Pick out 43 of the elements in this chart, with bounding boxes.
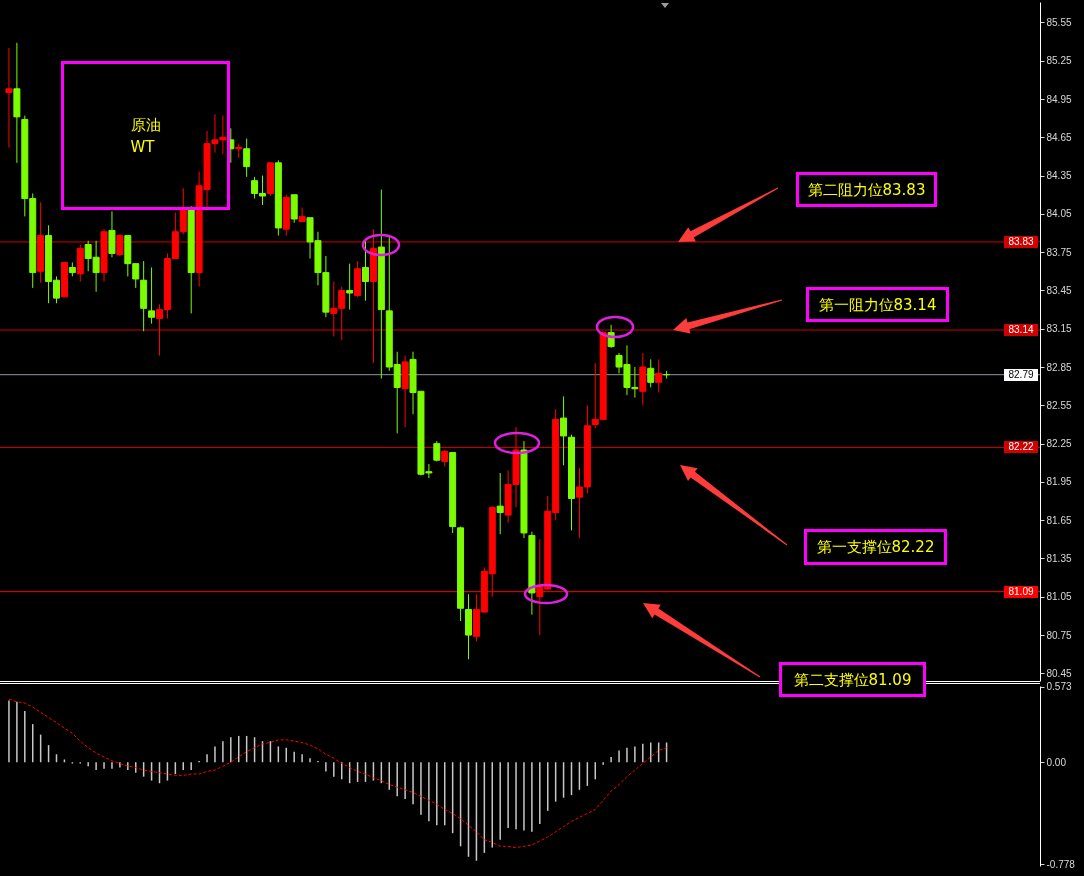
y-tick-label: -0.778 <box>1046 858 1076 870</box>
annotation: 原油 WT <box>61 61 230 210</box>
candlestick <box>560 395 568 466</box>
annotation: 第二阻力位83.83 <box>796 172 937 207</box>
y-tick-label: 0.00 <box>1046 756 1067 768</box>
y-tick-label: 81.05 <box>1046 591 1072 603</box>
y-tick-label: 84.05 <box>1046 208 1072 220</box>
candlestick <box>496 472 504 535</box>
y-tick-label: 84.65 <box>1046 131 1072 143</box>
y-tick-label: 83.45 <box>1046 284 1072 296</box>
candlestick <box>5 47 13 148</box>
ref-line-label: 83.14 <box>1004 324 1038 336</box>
candlestick <box>647 358 655 388</box>
ref-line-label: 82.22 <box>1004 441 1038 454</box>
y-tick-label: 82.55 <box>1046 399 1072 411</box>
y-tick-label: 81.35 <box>1046 552 1072 564</box>
candlestick <box>108 210 116 258</box>
annotation: 第一阻力位83.14 <box>806 287 949 322</box>
y-tick-label: 83.15 <box>1046 323 1072 335</box>
annotation: 第一支撑位82.22 <box>804 529 947 565</box>
y-tick-label: 84.95 <box>1046 93 1072 105</box>
y-tick-label: 84.35 <box>1046 170 1072 182</box>
annotation: 第二支撑位81.09 <box>779 662 926 697</box>
candlestick <box>346 263 354 311</box>
y-tick-label: 82.85 <box>1046 361 1072 373</box>
y-tick-label: 85.25 <box>1046 55 1072 67</box>
candlestick <box>148 266 156 325</box>
ref-line-label: 81.09 <box>1004 585 1038 598</box>
y-tick-label: 85.55 <box>1046 16 1072 28</box>
y-tick-label: 82.25 <box>1046 438 1072 450</box>
line-series <box>8 698 668 849</box>
ref-line-label: 83.83 <box>1004 235 1038 248</box>
candlestick <box>655 358 663 394</box>
ref-line-label: 82.79 <box>1004 368 1038 381</box>
y-tick-label: 0.573 <box>1046 681 1072 693</box>
y-tick-label: 80.45 <box>1046 667 1072 679</box>
candlestick <box>298 206 306 223</box>
candlestick <box>116 233 124 257</box>
y-tick-label: 81.65 <box>1046 514 1072 526</box>
y-tick-label: 83.75 <box>1046 246 1072 258</box>
y-tick-label: 80.75 <box>1046 629 1072 641</box>
candlestick <box>243 138 251 178</box>
y-tick-label: 81.95 <box>1046 476 1072 488</box>
